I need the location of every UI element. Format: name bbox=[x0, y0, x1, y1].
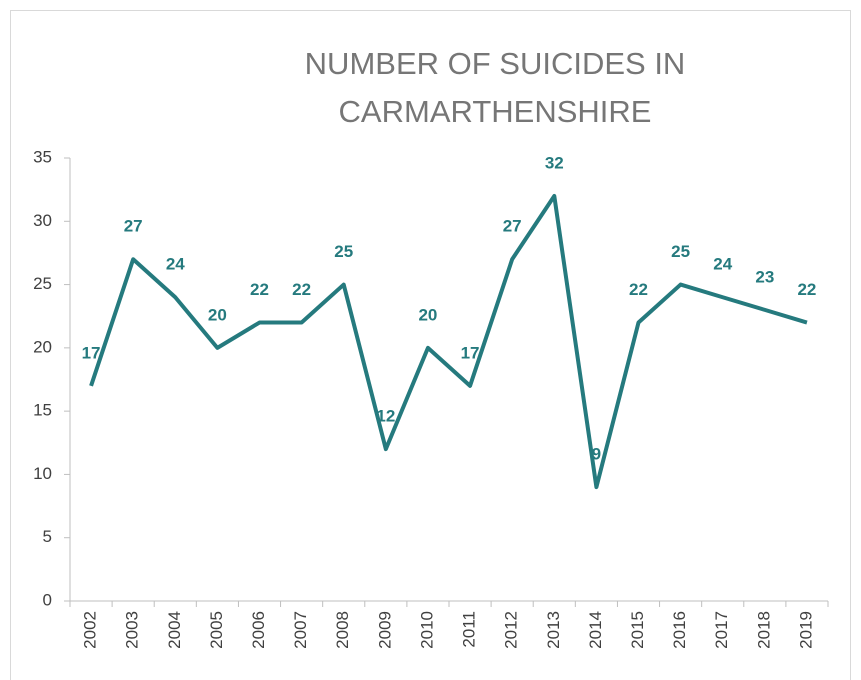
data-label: 20 bbox=[418, 305, 437, 324]
data-label: 22 bbox=[292, 280, 311, 299]
data-label: 12 bbox=[376, 407, 395, 426]
data-label: 20 bbox=[208, 305, 227, 324]
data-label: 22 bbox=[250, 280, 269, 299]
data-label: 23 bbox=[755, 267, 774, 286]
x-tick-label: 2014 bbox=[586, 611, 605, 649]
x-tick-label: 2018 bbox=[754, 611, 773, 649]
x-tick-label: 2010 bbox=[417, 611, 436, 649]
data-label: 25 bbox=[334, 242, 353, 261]
x-tick-label: 2009 bbox=[375, 611, 394, 649]
data-label: 24 bbox=[713, 255, 732, 274]
x-tick-label: 2003 bbox=[123, 611, 142, 649]
y-tick-label: 35 bbox=[33, 147, 52, 166]
x-tick-label: 2006 bbox=[249, 611, 268, 649]
x-tick-label: 2004 bbox=[165, 611, 184, 649]
x-tick-label: 2016 bbox=[670, 611, 689, 649]
x-tick-label: 2012 bbox=[502, 611, 521, 649]
y-tick-label: 15 bbox=[33, 401, 52, 420]
data-label: 32 bbox=[545, 153, 564, 172]
data-label: 17 bbox=[461, 343, 480, 362]
y-tick-label: 25 bbox=[33, 274, 52, 293]
data-label: 17 bbox=[82, 343, 101, 362]
y-tick-label: 0 bbox=[43, 590, 52, 609]
x-tick-label: 2007 bbox=[291, 611, 310, 649]
x-tick-label: 2013 bbox=[544, 611, 563, 649]
data-label: 27 bbox=[124, 217, 143, 236]
y-tick-label: 5 bbox=[43, 527, 52, 546]
y-tick-label: 10 bbox=[33, 464, 52, 483]
data-label: 9 bbox=[592, 445, 601, 464]
x-tick-label: 2002 bbox=[81, 611, 100, 649]
data-label: 27 bbox=[503, 217, 522, 236]
data-label: 22 bbox=[629, 280, 648, 299]
data-label: 22 bbox=[797, 280, 816, 299]
x-tick-label: 2011 bbox=[460, 611, 479, 648]
x-tick-label: 2005 bbox=[207, 611, 226, 649]
x-tick-label: 2019 bbox=[796, 611, 815, 649]
chart-title: NUMBER OF SUICIDES IN CARMARTHENSHIRE bbox=[304, 46, 686, 129]
chart-border bbox=[10, 10, 851, 680]
x-tick-label: 2008 bbox=[333, 611, 352, 649]
x-tick-label: 2015 bbox=[628, 611, 647, 649]
data-label: 24 bbox=[166, 255, 185, 274]
y-tick-label: 30 bbox=[33, 211, 52, 230]
line bbox=[89, 193, 808, 490]
y-tick-label: 20 bbox=[33, 337, 52, 356]
data-label: 25 bbox=[671, 242, 690, 261]
x-tick-label: 2017 bbox=[712, 611, 731, 649]
